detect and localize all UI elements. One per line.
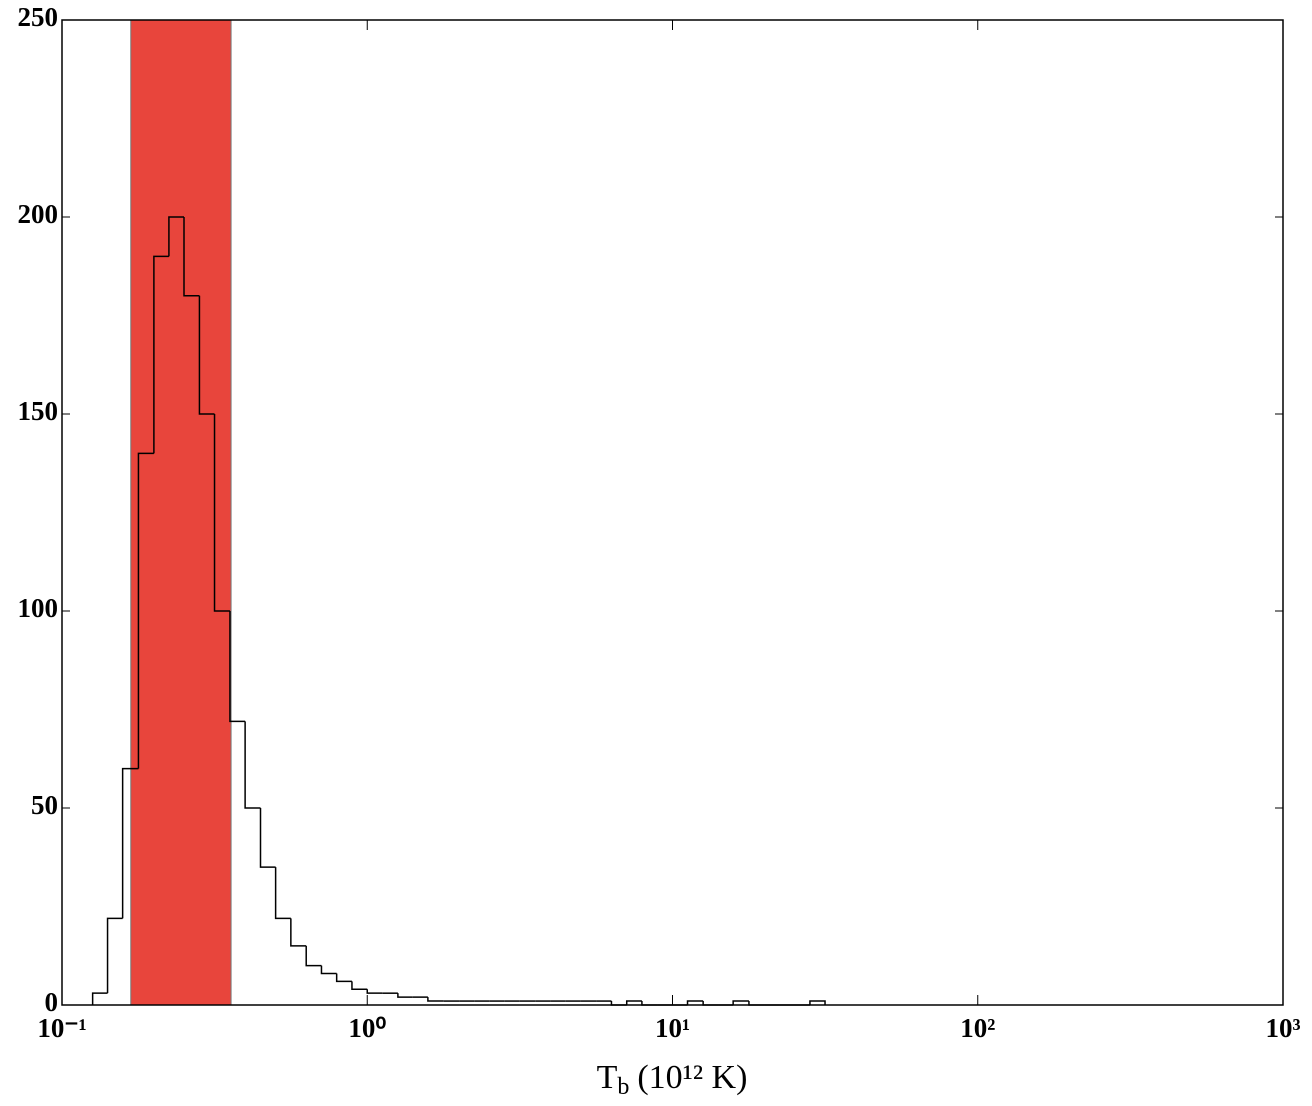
histogram-step	[168, 216, 184, 257]
x-label-main: T	[597, 1059, 618, 1096]
histogram-step	[153, 255, 169, 454]
x-label-sub: b	[617, 1074, 629, 1100]
histogram-step	[625, 1000, 642, 1005]
x-tick-label: 10⁻¹	[37, 1013, 86, 1043]
x-tick-label: 10¹	[655, 1013, 690, 1043]
histogram-step	[335, 973, 352, 983]
histogram-step	[732, 1000, 749, 1005]
histogram-step	[244, 721, 261, 809]
highlight-span	[130, 19, 232, 1006]
histogram-step	[686, 1000, 704, 1005]
histogram-step	[320, 965, 337, 975]
histogram-step	[809, 1000, 826, 1005]
y-tick-label: 200	[18, 199, 59, 229]
histogram-step	[213, 414, 230, 612]
marks	[91, 19, 826, 1006]
histogram-step	[351, 981, 368, 990]
x-label-suffix: (10¹² K)	[637, 1059, 747, 1096]
x-axis-label: Tb (10¹² K)	[597, 1059, 748, 1100]
histogram-step	[274, 867, 291, 920]
y-tick-label: 150	[18, 396, 59, 426]
histogram-step	[183, 217, 200, 297]
histogram-step	[290, 918, 307, 947]
histogram-step	[229, 611, 246, 723]
histogram-step	[305, 945, 322, 967]
histogram-step	[106, 917, 123, 994]
histogram-step	[198, 295, 215, 415]
histogram-step	[366, 989, 383, 994]
y-tick-label: 50	[31, 790, 58, 820]
histogram-step	[259, 808, 276, 868]
plot-area	[62, 20, 1283, 1005]
x-tick-label: 10³	[1265, 1013, 1300, 1043]
x-tick-label: 10⁰	[348, 1013, 386, 1043]
y-tick-label: 0	[45, 987, 59, 1017]
histogram-step	[91, 992, 108, 1005]
histogram-step	[137, 452, 154, 769]
histogram-step	[397, 993, 413, 998]
y-tick-label: 250	[18, 2, 59, 32]
histogram-step	[121, 767, 139, 919]
x-tick-label: 10²	[960, 1013, 995, 1043]
histogram-step	[427, 997, 444, 1002]
y-tick-label: 100	[18, 593, 59, 623]
